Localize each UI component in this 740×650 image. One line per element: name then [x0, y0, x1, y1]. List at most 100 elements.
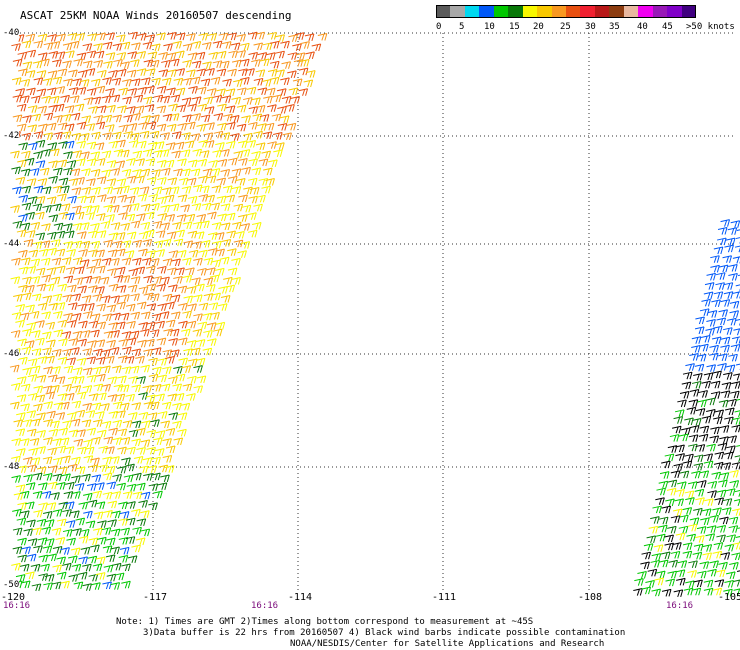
wind-barb — [31, 95, 41, 104]
wind-barb — [679, 390, 690, 399]
wind-barb — [706, 443, 716, 452]
colorbar-label: 25 — [560, 22, 571, 32]
wind-barb — [203, 329, 213, 338]
wind-barb — [197, 321, 208, 330]
wind-barb — [701, 298, 711, 307]
wind-barb — [103, 239, 113, 248]
wind-barb — [115, 248, 126, 257]
wind-barb — [130, 311, 141, 320]
wind-barb — [697, 480, 707, 488]
wind-barb — [235, 231, 245, 239]
wind-barb — [82, 348, 93, 356]
wind-barb — [677, 481, 687, 490]
wind-barb — [25, 284, 35, 293]
wind-barb — [75, 158, 86, 167]
wind-barb — [243, 186, 253, 195]
wind-barb — [647, 568, 658, 577]
wind-barb — [152, 220, 163, 229]
wind-barb — [231, 59, 242, 68]
wind-barb — [218, 32, 229, 41]
wind-barb — [60, 203, 71, 212]
wind-barb — [43, 437, 53, 445]
wind-barb — [107, 376, 118, 385]
wind-barb — [147, 51, 158, 60]
wind-barb — [95, 572, 106, 580]
wind-barb — [707, 480, 718, 489]
wind-barb — [130, 276, 141, 284]
wind-barb — [119, 312, 130, 321]
wind-barb — [151, 43, 161, 52]
wind-barb — [122, 96, 132, 105]
wind-barb — [251, 151, 261, 159]
wind-barb — [255, 142, 266, 151]
wind-barb — [177, 285, 188, 294]
wind-barb — [129, 365, 140, 374]
wind-barb — [81, 473, 91, 482]
wind-barb — [76, 87, 87, 95]
wind-barb — [173, 366, 183, 374]
wind-barb — [77, 303, 87, 312]
wind-barb — [46, 196, 57, 205]
wind-barb — [41, 223, 51, 231]
wind-barb — [37, 178, 48, 186]
wind-barb — [231, 168, 242, 177]
wind-barb — [12, 546, 23, 555]
wind-barb — [95, 556, 106, 565]
wind-barb — [162, 438, 172, 446]
wind-barb — [78, 501, 89, 510]
wind-barb — [47, 553, 57, 562]
wind-barb — [210, 76, 221, 85]
wind-barb — [47, 481, 58, 490]
colorbar-segment — [638, 5, 654, 18]
wind-barb — [724, 244, 734, 253]
wind-barb — [665, 578, 675, 587]
wind-barb — [668, 559, 678, 568]
wind-barb — [137, 140, 147, 149]
wind-barb — [171, 150, 181, 159]
wind-barb — [193, 294, 203, 303]
wind-barb — [713, 246, 724, 255]
wind-barb — [72, 205, 82, 214]
wind-barb — [124, 250, 135, 258]
wind-barb — [31, 293, 42, 302]
wind-barb — [240, 77, 250, 85]
wind-barb — [71, 491, 81, 499]
wind-barb — [299, 59, 310, 67]
wind-barb — [126, 158, 136, 166]
wind-barb — [287, 52, 298, 60]
wind-barb — [188, 358, 198, 367]
wind-barb — [38, 502, 48, 510]
wind-barb — [689, 517, 700, 526]
wind-barb — [83, 311, 93, 319]
wind-barb — [718, 561, 728, 570]
wind-barb — [57, 122, 68, 131]
wind-barb — [131, 78, 141, 87]
wind-barb — [53, 222, 64, 231]
wind-barb — [715, 569, 726, 578]
wind-barb — [706, 272, 717, 281]
wind-barb — [710, 264, 720, 273]
wind-barb — [46, 267, 57, 275]
wind-barb — [26, 49, 37, 58]
wind-barb — [161, 59, 171, 68]
wind-barb — [176, 104, 187, 113]
wind-barb — [87, 340, 97, 348]
wind-barb — [72, 240, 83, 249]
wind-barb — [703, 291, 714, 300]
wind-barb — [142, 96, 153, 105]
wind-barb — [36, 283, 47, 292]
wind-barb — [97, 69, 107, 78]
wind-barb — [27, 538, 38, 546]
wind-barb — [118, 501, 128, 510]
wind-barb — [20, 312, 30, 321]
wind-barb — [267, 31, 277, 40]
wind-barb — [72, 528, 82, 536]
wind-barb — [63, 151, 73, 159]
wind-barb — [164, 194, 175, 203]
wind-barb — [151, 347, 162, 355]
wind-barb — [178, 302, 188, 311]
wind-barb — [103, 186, 114, 194]
wind-barb — [105, 124, 115, 132]
wind-barb — [733, 328, 740, 336]
wind-barb — [695, 408, 706, 416]
